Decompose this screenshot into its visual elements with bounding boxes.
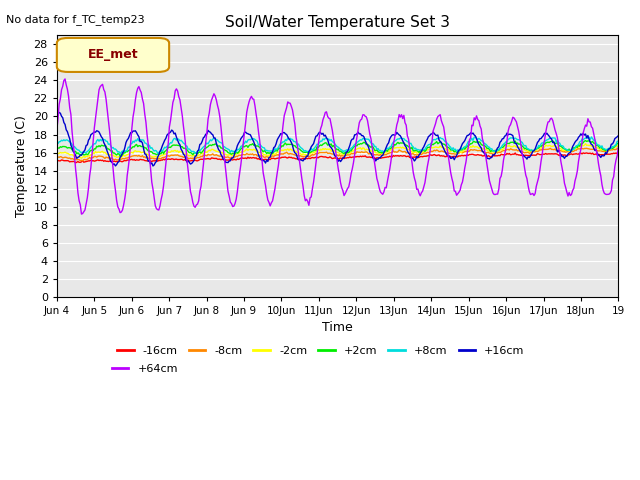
-8cm	[396, 147, 403, 153]
+2cm	[564, 147, 572, 153]
Line: -8cm: -8cm	[57, 148, 618, 161]
-2cm	[291, 148, 299, 154]
Text: No data for f_TC_temp23: No data for f_TC_temp23	[6, 14, 145, 25]
-8cm	[53, 154, 61, 160]
+64cm	[369, 152, 377, 157]
+2cm	[53, 146, 61, 152]
-2cm	[582, 141, 589, 146]
Line: -16cm: -16cm	[57, 152, 618, 163]
FancyBboxPatch shape	[57, 38, 169, 72]
+8cm	[467, 137, 474, 143]
+8cm	[472, 134, 479, 140]
+8cm	[396, 136, 403, 142]
-2cm	[369, 148, 376, 154]
+16cm	[230, 154, 237, 159]
+16cm	[53, 110, 61, 116]
+64cm	[77, 211, 85, 217]
-8cm	[369, 151, 376, 156]
+16cm	[292, 151, 300, 156]
-16cm	[229, 157, 237, 163]
-8cm	[291, 152, 299, 158]
-16cm	[614, 149, 622, 155]
Line: +8cm: +8cm	[57, 137, 618, 154]
+16cm	[369, 156, 377, 162]
+64cm	[61, 76, 69, 82]
Legend: +64cm: +64cm	[108, 360, 182, 379]
-16cm	[467, 152, 474, 157]
-16cm	[72, 160, 79, 166]
+16cm	[149, 163, 157, 169]
-16cm	[291, 156, 299, 161]
+16cm	[54, 108, 62, 114]
Text: EE_met: EE_met	[88, 48, 138, 61]
+2cm	[229, 150, 237, 156]
+16cm	[614, 132, 622, 138]
-2cm	[229, 152, 237, 158]
+2cm	[116, 154, 124, 159]
+64cm	[53, 127, 61, 133]
+64cm	[468, 122, 476, 128]
+16cm	[468, 131, 476, 137]
+8cm	[229, 148, 237, 154]
-16cm	[369, 155, 376, 160]
+8cm	[369, 141, 376, 146]
-8cm	[467, 147, 474, 153]
Line: +64cm: +64cm	[57, 79, 618, 214]
+64cm	[397, 114, 404, 120]
+8cm	[565, 148, 573, 154]
-8cm	[583, 145, 591, 151]
Line: -2cm: -2cm	[57, 144, 618, 158]
+2cm	[369, 144, 376, 149]
+2cm	[467, 141, 474, 146]
+8cm	[614, 138, 622, 144]
Line: +16cm: +16cm	[57, 111, 618, 166]
-8cm	[79, 158, 86, 164]
-2cm	[467, 144, 474, 149]
+16cm	[565, 150, 573, 156]
+64cm	[292, 133, 300, 139]
+2cm	[614, 141, 622, 146]
-16cm	[564, 152, 572, 158]
-8cm	[564, 148, 572, 154]
+8cm	[53, 142, 61, 147]
-2cm	[53, 151, 61, 157]
-2cm	[614, 142, 622, 148]
+64cm	[230, 203, 237, 209]
-2cm	[564, 147, 572, 153]
Title: Soil/Water Temperature Set 3: Soil/Water Temperature Set 3	[225, 15, 450, 30]
+16cm	[397, 133, 404, 139]
X-axis label: Time: Time	[322, 322, 353, 335]
-2cm	[396, 145, 403, 151]
Y-axis label: Temperature (C): Temperature (C)	[15, 115, 28, 217]
-8cm	[229, 155, 237, 160]
+64cm	[614, 144, 622, 150]
+8cm	[116, 151, 124, 156]
+64cm	[565, 190, 573, 195]
-16cm	[396, 153, 403, 159]
-16cm	[53, 158, 61, 164]
Line: +2cm: +2cm	[57, 141, 618, 156]
+2cm	[582, 138, 589, 144]
+8cm	[291, 139, 299, 144]
+2cm	[291, 143, 299, 148]
-8cm	[614, 146, 622, 152]
-2cm	[77, 156, 85, 161]
+2cm	[396, 141, 403, 146]
